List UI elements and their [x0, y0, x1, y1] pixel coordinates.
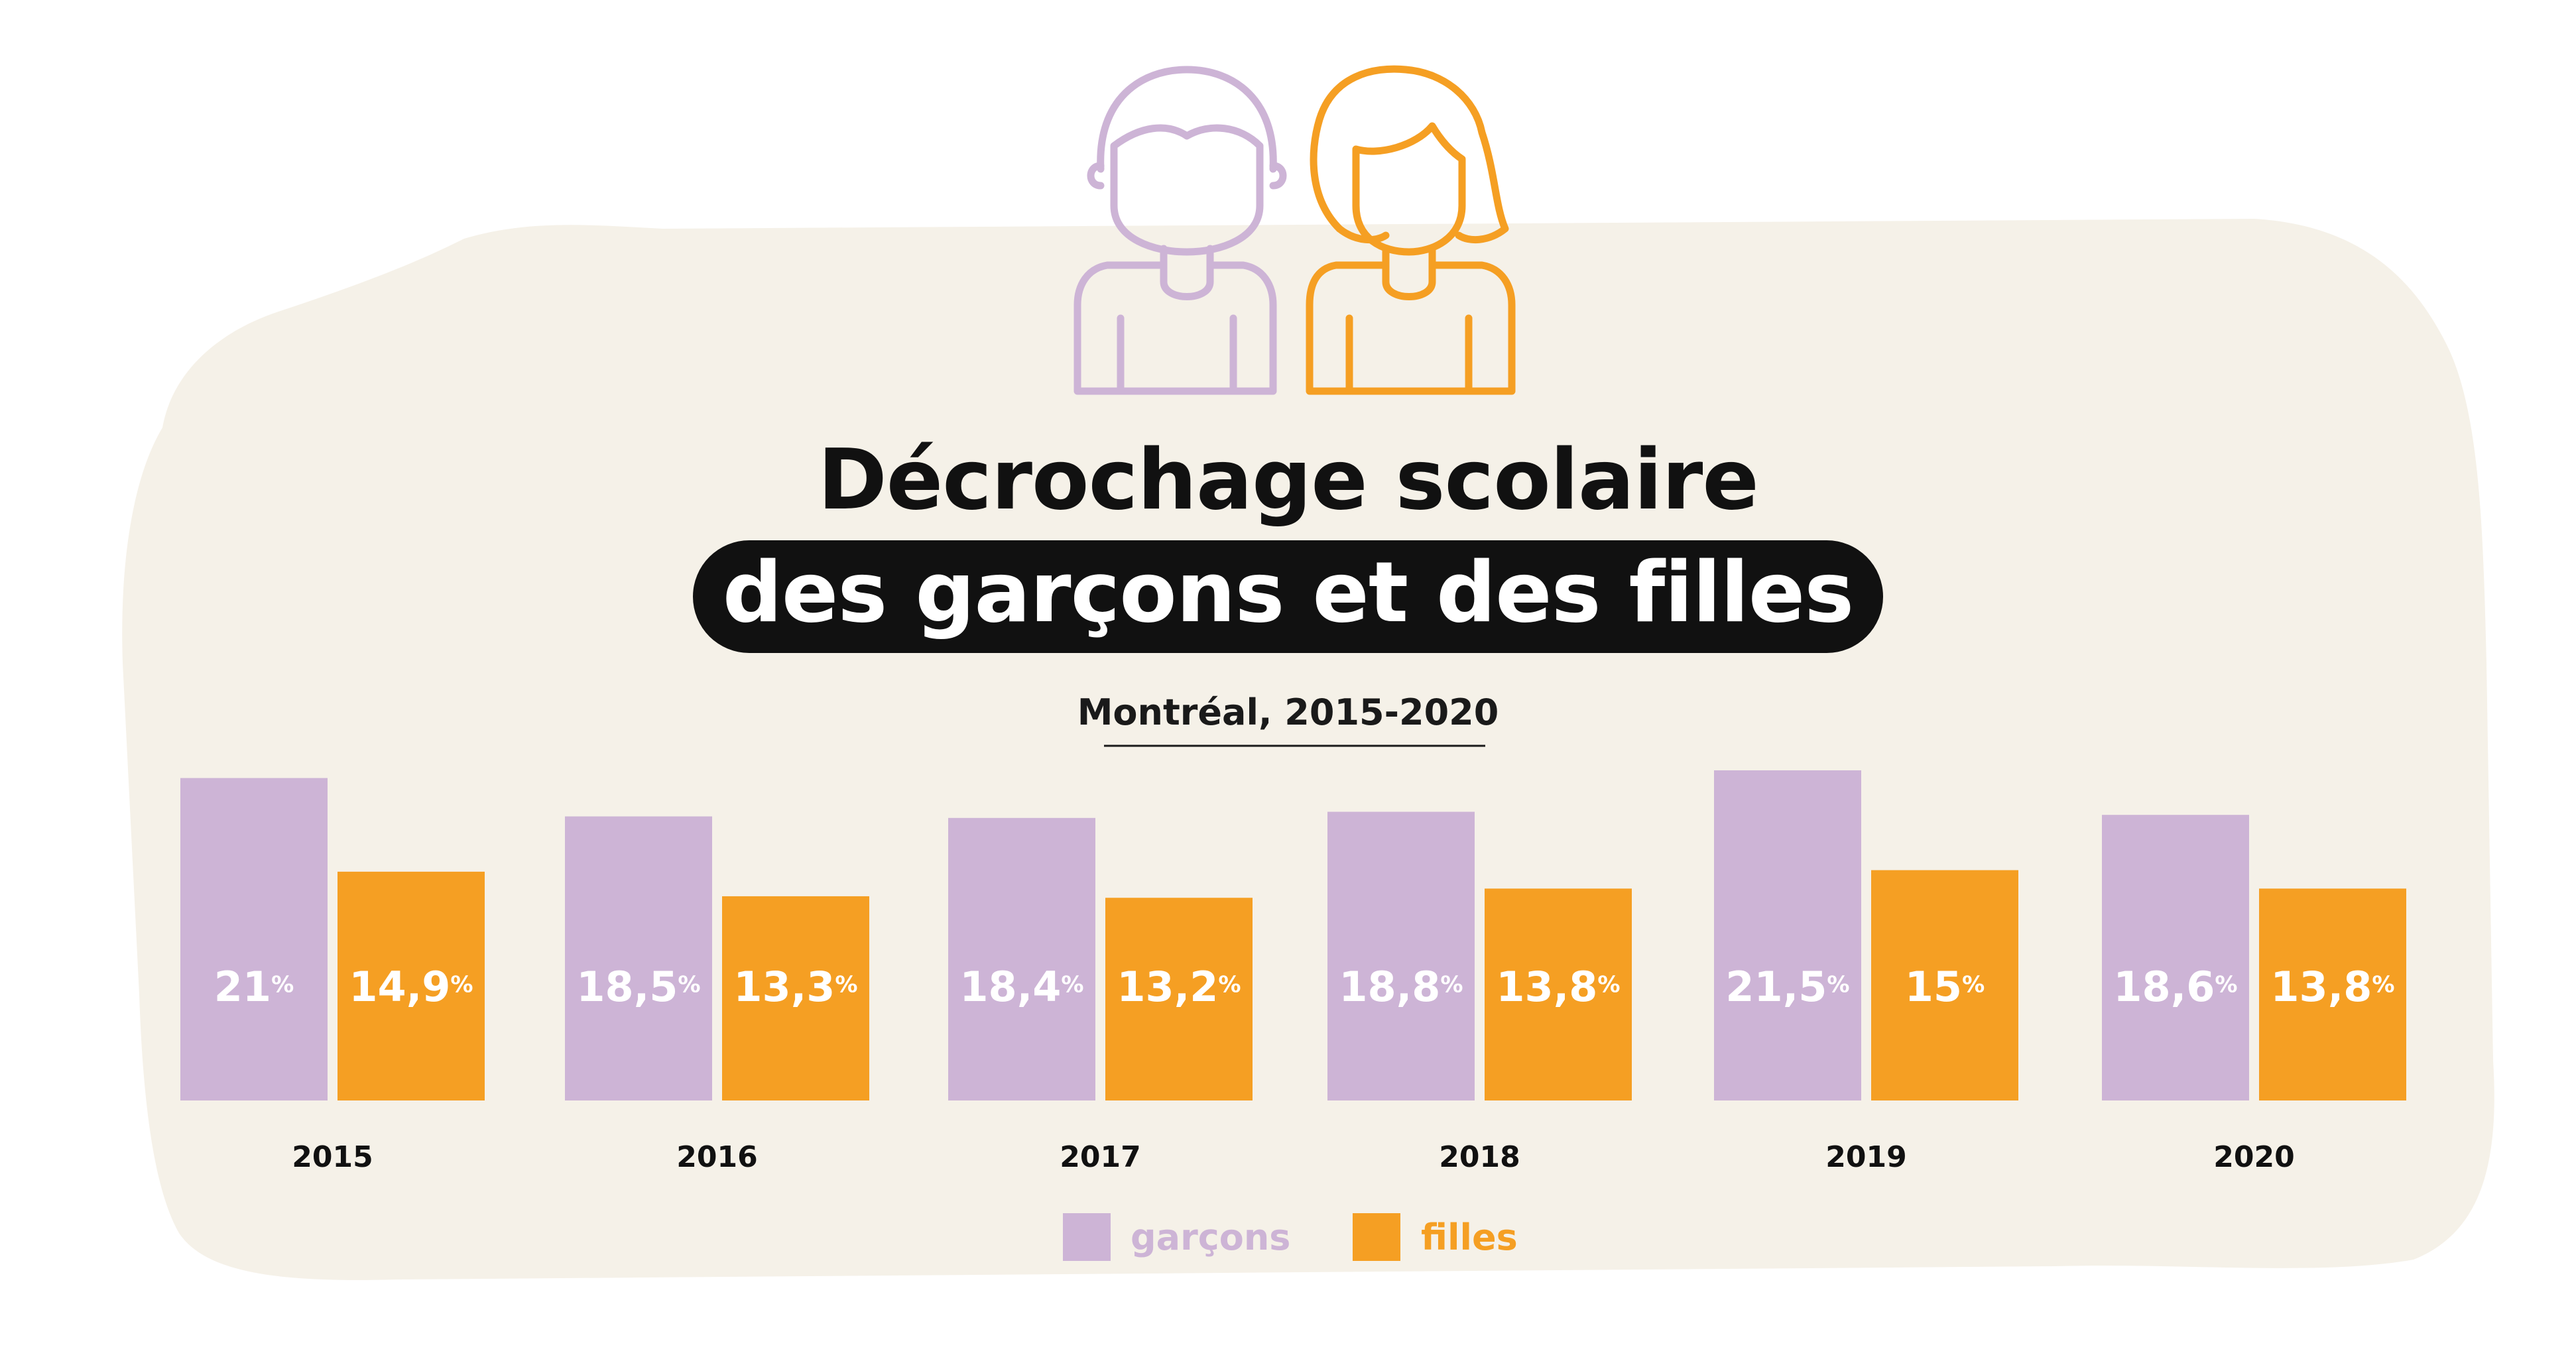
bar-garcons-2017	[948, 817, 1095, 1100]
bar-filles-2015	[337, 871, 485, 1100]
chart-title: Décrochage scolaire	[818, 431, 1759, 528]
legend-label-filles: filles	[1421, 1217, 1518, 1258]
bar-filles-2020	[2259, 888, 2406, 1100]
data-label-filles-2018: 13,8%	[1496, 963, 1620, 1011]
data-label-garcons-2019: 21,5%	[1725, 963, 1849, 1011]
data-label-garcons-2017: 18,4%	[959, 963, 1083, 1011]
data-label-filles-2016: 13,3%	[733, 963, 857, 1011]
data-label-garcons-2015: 21%	[214, 963, 294, 1011]
data-label-filles-2020: 13,8%	[2270, 963, 2394, 1011]
boy-icon	[1073, 66, 1287, 395]
bar-garcons-2020	[2102, 815, 2249, 1100]
legend-swatch-filles	[1353, 1213, 1400, 1261]
chart-title-highlight: des garçons et des filles	[722, 544, 1855, 641]
girl-icon	[1306, 65, 1516, 395]
bar-garcons-2015	[180, 778, 328, 1100]
x-tick-label-2020: 2020	[2213, 1140, 2294, 1174]
data-label-garcons-2016: 18,5%	[576, 963, 700, 1011]
bar-filles-2018	[1485, 888, 1632, 1100]
legend-label-garcons: garçons	[1131, 1217, 1290, 1258]
x-tick-label-2015: 2015	[292, 1140, 373, 1174]
data-label-garcons-2018: 18,8%	[1339, 963, 1463, 1011]
bar-filles-2017	[1105, 898, 1253, 1100]
data-label-filles-2019: 15%	[1905, 963, 1985, 1011]
chart-caption: Montréal, 2015-2020	[1077, 691, 1499, 733]
data-label-garcons-2020: 18,6%	[2113, 963, 2237, 1011]
bar-filles-2019	[1871, 870, 2018, 1100]
bars-layer: 21% 14,9% 2015 18,5% 13,3% 2016 18,4% 13,2% 2017…	[180, 770, 2406, 1174]
x-tick-label-2019: 2019	[1825, 1140, 1906, 1174]
bar-garcons-2019	[1714, 770, 1861, 1100]
x-tick-label-2018: 2018	[1439, 1140, 1520, 1174]
data-label-filles-2015: 14,9%	[349, 963, 473, 1011]
bar-filles-2016	[722, 896, 869, 1100]
legend-swatch-garcons	[1063, 1213, 1111, 1261]
x-tick-label-2016: 2016	[676, 1140, 757, 1174]
legend: garçons filles	[1063, 1213, 1518, 1261]
title-highlight-bar	[693, 540, 1883, 653]
data-label-filles-2017: 13,2%	[1117, 963, 1241, 1011]
x-tick-label-2017: 2017	[1060, 1140, 1140, 1174]
bar-garcons-2016	[565, 816, 712, 1100]
bar-garcons-2018	[1327, 811, 1475, 1100]
